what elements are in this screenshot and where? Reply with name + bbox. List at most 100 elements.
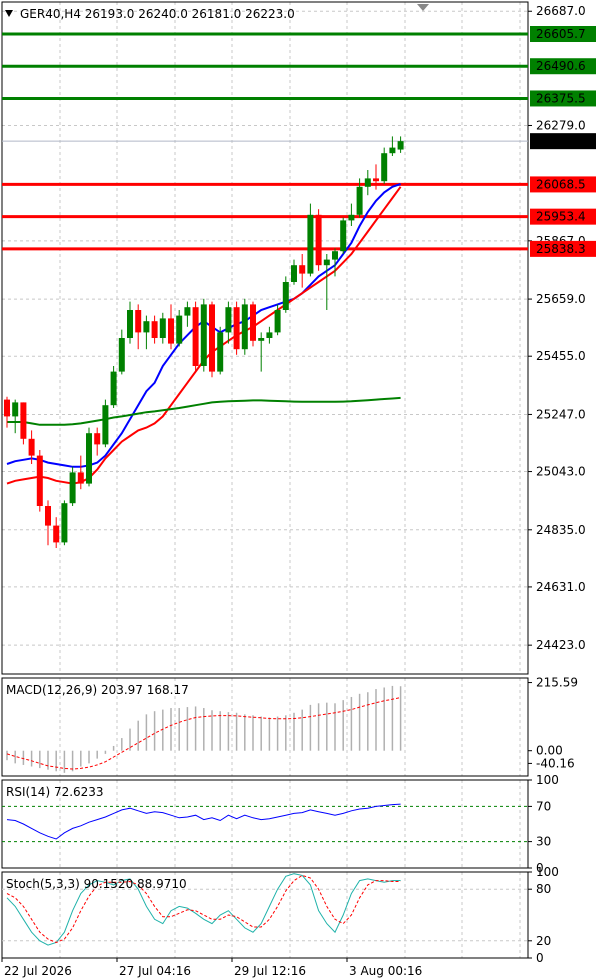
chart-title: GER40,H4 26193.0 26240.0 26181.0 26223.0 [20, 7, 295, 21]
candle-body-20 [168, 318, 174, 344]
level-tag-5 [530, 240, 596, 257]
candle-body-5 [45, 506, 51, 526]
price-tick-label-9: 24423.0 [536, 638, 586, 652]
candle-body-0 [4, 399, 10, 417]
price-tick-label-3: 25659.0 [536, 292, 586, 306]
candle-body-3 [28, 438, 35, 456]
candle-body-19 [159, 318, 166, 338]
candle-body-48 [397, 141, 404, 150]
rsi-line [6, 803, 401, 840]
candle-body-17 [143, 321, 150, 333]
macd-signal-line [6, 697, 401, 770]
candle-body-15 [127, 310, 133, 338]
rsi-tick-label-3: 0 [536, 861, 544, 875]
candle-body-37 [307, 214, 314, 274]
price-tick-label-4: 25455.0 [536, 349, 586, 363]
stoch-tick-label-2: 20 [536, 934, 551, 948]
level-label-2: 26375.5 [536, 91, 586, 105]
stoch-d-line [6, 874, 401, 944]
indicator-marks [2, 685, 528, 946]
grid [1, 2, 528, 958]
price-tick-label-8: 24631.0 [536, 580, 586, 594]
rsi-title: RSI(14) 72.6233 [6, 785, 104, 799]
level-label-1: 26490.6 [536, 59, 586, 73]
stoch-k-line [6, 873, 401, 946]
macd-tick-label-0: 215.59 [536, 676, 578, 690]
candle-body-2 [20, 402, 27, 439]
candle-body-6 [53, 525, 60, 543]
price-tick-label-0: 26687.0 [536, 4, 586, 18]
price-tick-label-7: 24835.0 [536, 523, 586, 537]
candle-body-14 [118, 338, 125, 372]
candle-body-11 [94, 433, 101, 445]
time-label-3: 3 Aug 00:16 [349, 964, 422, 978]
price-tick-label-1: 26279.0 [536, 118, 586, 132]
price-tick-label-6: 25043.0 [536, 465, 586, 479]
candle-body-25 [209, 304, 215, 372]
candle-body-41 [340, 220, 347, 252]
candle-body-32 [266, 332, 273, 338]
candle-body-40 [332, 251, 338, 260]
level-tag-1 [530, 58, 596, 75]
level-tag-3 [530, 176, 596, 193]
time-label-0: 22 Jul 2026 [4, 964, 72, 978]
price-levels [2, 32, 528, 251]
level-tag-0 [530, 26, 596, 43]
panel-frame-2 [1, 779, 529, 869]
candle-body-30 [250, 304, 256, 341]
candle-body-8 [69, 472, 76, 504]
shift-marker-icon[interactable] [417, 4, 429, 11]
candle-body-4 [36, 455, 43, 506]
stoch-tick-label-3: 0 [536, 951, 544, 965]
candle-body-13 [110, 371, 117, 406]
level-tag-2 [530, 90, 596, 107]
candle-body-12 [102, 405, 109, 445]
candle-body-27 [225, 307, 232, 333]
level-label-0: 26605.7 [536, 27, 586, 41]
candle-body-44 [364, 178, 371, 187]
candle-body-45 [373, 178, 379, 182]
stoch-tick-label-1: 80 [536, 882, 551, 896]
candle-body-42 [348, 214, 355, 221]
candle-body-31 [258, 338, 265, 341]
rsi-tick-label-1: 70 [536, 799, 551, 813]
candle-body-36 [299, 265, 306, 274]
candle-body-35 [291, 265, 297, 282]
candle-body-10 [86, 433, 92, 484]
candle-body-47 [389, 147, 396, 154]
level-label-3: 26068.5 [536, 177, 586, 191]
candle-body-33 [274, 310, 281, 333]
time-label-1: 27 Jul 04:16 [119, 964, 191, 978]
level-label-4: 25953.4 [536, 210, 586, 224]
panel-frame-0 [1, 1, 529, 675]
current-price-label: 26223.0 [536, 134, 586, 148]
panel-frame-1 [1, 677, 529, 777]
candle-body-23 [192, 307, 199, 366]
rsi-tick-label-2: 30 [536, 835, 551, 849]
candle-body-38 [315, 214, 322, 266]
candle-body-26 [217, 332, 224, 372]
candle-body-21 [176, 315, 183, 344]
candle-body-1 [12, 402, 19, 417]
axis-labels: 26687.026279.025867.025659.025455.025247… [1, 4, 596, 978]
candle-body-39 [323, 259, 330, 266]
symbol-menu-icon[interactable] [5, 10, 13, 17]
candle-body-29 [241, 304, 248, 350]
candle-body-43 [356, 186, 363, 215]
current-price-tag [530, 133, 596, 150]
ma-line-2 [7, 396, 401, 426]
macd-title: MACD(12,26,9) 203.97 168.17 [6, 683, 189, 697]
price-tick-label-5: 25247.0 [536, 407, 586, 421]
candle-body-16 [135, 310, 142, 333]
time-label-2: 29 Jul 12:16 [234, 964, 306, 978]
candle-body-34 [282, 282, 289, 310]
candle-body-7 [61, 503, 68, 543]
candles [4, 136, 404, 548]
candle-body-22 [184, 307, 191, 316]
candle-body-9 [77, 472, 84, 484]
stoch-title: Stoch(5,3,3) 90.1520 88.9710 [6, 877, 187, 891]
rsi-tick-label-0: 100 [536, 773, 559, 787]
level-label-5: 25838.3 [536, 242, 586, 256]
